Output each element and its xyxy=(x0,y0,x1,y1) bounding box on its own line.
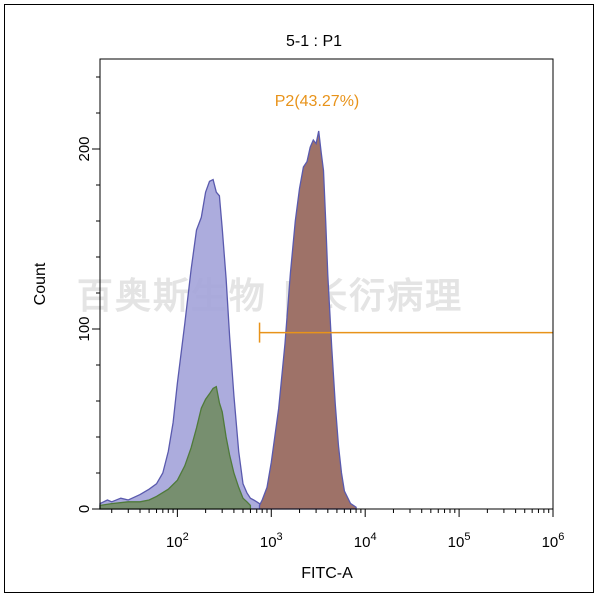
y-tick-label: 0 xyxy=(76,505,93,513)
histogram-blue xyxy=(99,178,263,510)
x-tick-label: 106 xyxy=(542,531,565,551)
chart-title: 5-1 : P1 xyxy=(286,33,342,50)
histogram-brown xyxy=(258,130,357,510)
histogram-chart: 百奥斯生物 | 长衍病理 0 100 200 102 103 104 105 106 5-1 … xyxy=(32,33,565,582)
histogram-green xyxy=(99,385,252,510)
x-tick-label: 104 xyxy=(354,531,377,551)
y-axis-label: Count xyxy=(32,262,49,305)
x-tick-label: 102 xyxy=(166,531,189,551)
y-tick-label: 100 xyxy=(76,316,93,341)
x-tick-label: 103 xyxy=(260,531,283,551)
x-tick-label: 105 xyxy=(448,531,471,551)
chart-frame: 百奥斯生物 | 长衍病理 0 100 200 102 103 104 105 106 5-1 … xyxy=(4,4,594,593)
y-tick-label: 200 xyxy=(76,136,93,161)
watermark: 百奥斯生物 | 长衍病理 xyxy=(77,276,463,317)
x-axis-label: FITC-A xyxy=(301,565,353,582)
gate-label: P2(43.27%) xyxy=(275,93,360,110)
plot-border xyxy=(99,58,554,510)
